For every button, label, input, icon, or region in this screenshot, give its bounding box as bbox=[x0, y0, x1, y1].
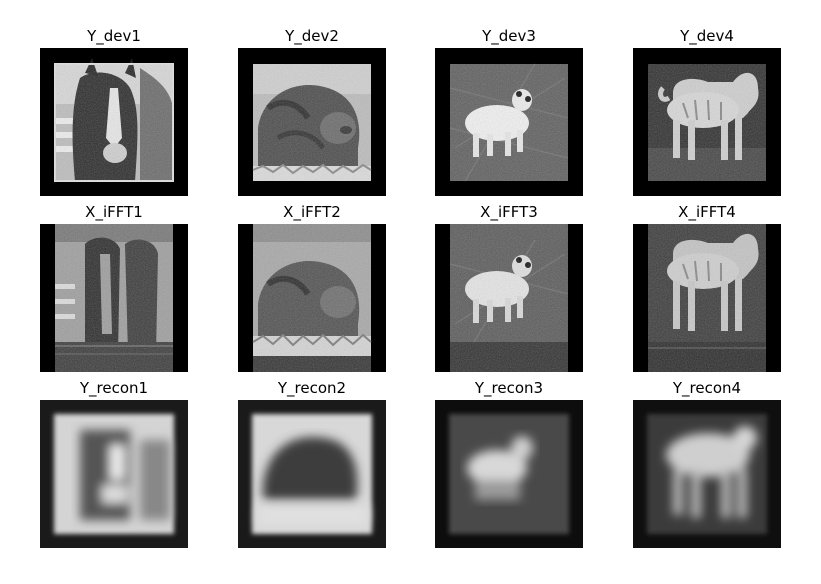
subplot-title: Y_recon4 bbox=[672, 379, 742, 397]
subplot-title: Y_dev3 bbox=[482, 27, 536, 45]
image-dog-small-recon bbox=[435, 400, 583, 548]
subplot-title: Y_dev2 bbox=[285, 27, 339, 45]
image-lion-recon bbox=[238, 400, 386, 548]
image-dog-small bbox=[435, 48, 583, 196]
subplot-title: X_iFFT1 bbox=[85, 203, 143, 221]
image-lion-ifft bbox=[238, 224, 386, 372]
image-horse-ifft bbox=[40, 224, 188, 372]
image-shar-pei-ifft bbox=[633, 224, 781, 372]
subplot-title: Y_dev4 bbox=[680, 27, 734, 45]
subplot-title: X_iFFT4 bbox=[678, 203, 736, 221]
image-lion bbox=[238, 48, 386, 196]
subplot-title: Y_dev1 bbox=[87, 27, 141, 45]
subplot-title: Y_recon1 bbox=[79, 379, 149, 397]
subplot-title: Y_recon3 bbox=[474, 379, 544, 397]
image-horse bbox=[40, 48, 188, 196]
image-shar-pei bbox=[633, 48, 781, 196]
image-dog-small-ifft bbox=[435, 224, 583, 372]
subplot-title: Y_recon2 bbox=[277, 379, 347, 397]
image-horse-recon bbox=[40, 400, 188, 548]
subplot-title: X_iFFT2 bbox=[283, 203, 341, 221]
subplot-title: X_iFFT3 bbox=[480, 203, 538, 221]
image-shar-pei-recon bbox=[633, 400, 781, 548]
